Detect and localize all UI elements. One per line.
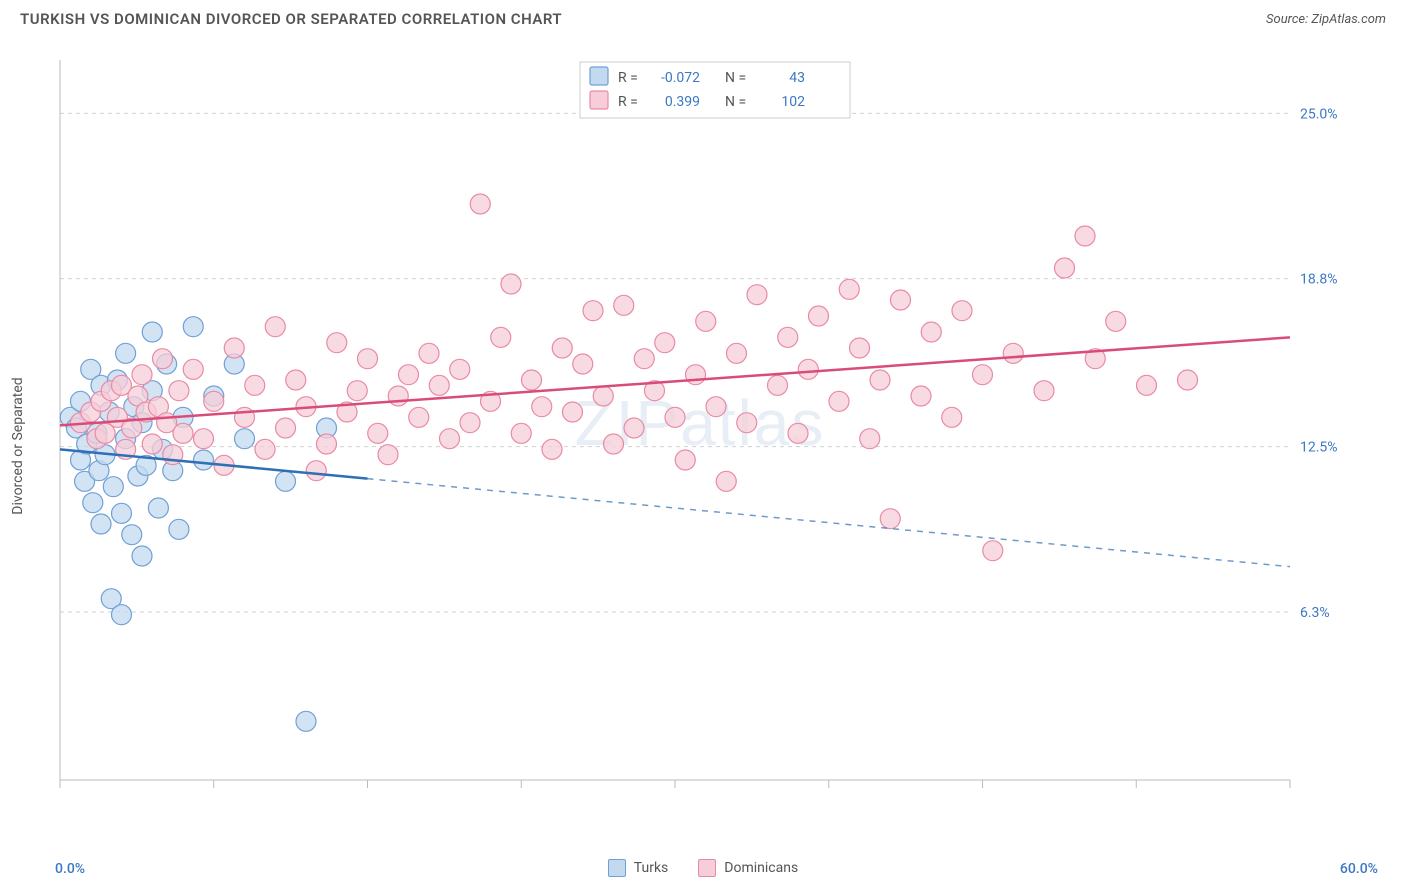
svg-text:25.0%: 25.0% [1300, 106, 1338, 122]
svg-text:43: 43 [789, 70, 805, 86]
chart-title: TURKISH VS DOMINICAN DIVORCED OR SEPARAT… [20, 10, 562, 28]
legend-item-turks: Turks [608, 859, 669, 877]
svg-text:-0.072: -0.072 [661, 70, 700, 86]
svg-text:18.8%: 18.8% [1300, 272, 1338, 288]
y-axis-label: Divorced or Separated [10, 377, 26, 514]
chart-area: ZIPatlas6.3%12.5%18.8%25.0%R =-0.072N =4… [50, 50, 1350, 810]
svg-text:6.3%: 6.3% [1300, 605, 1330, 621]
svg-text:12.5%: 12.5% [1300, 440, 1338, 456]
legend-swatch-icon [608, 859, 626, 877]
legend-label: Dominicans [724, 860, 798, 876]
svg-text:N =: N = [725, 70, 746, 86]
legend-label: Turks [634, 860, 669, 876]
svg-text:102: 102 [781, 94, 805, 110]
svg-text:N =: N = [725, 94, 746, 110]
legend-swatch-icon [698, 859, 716, 877]
svg-text:R =: R = [618, 70, 638, 86]
legend-item-dominicans: Dominicans [698, 859, 798, 877]
svg-text:R =: R = [618, 94, 638, 110]
svg-text:0.399: 0.399 [665, 94, 700, 110]
source-label: Source: ZipAtlas.com [1266, 12, 1386, 27]
bottom-legend: Turks Dominicans [0, 851, 1406, 892]
